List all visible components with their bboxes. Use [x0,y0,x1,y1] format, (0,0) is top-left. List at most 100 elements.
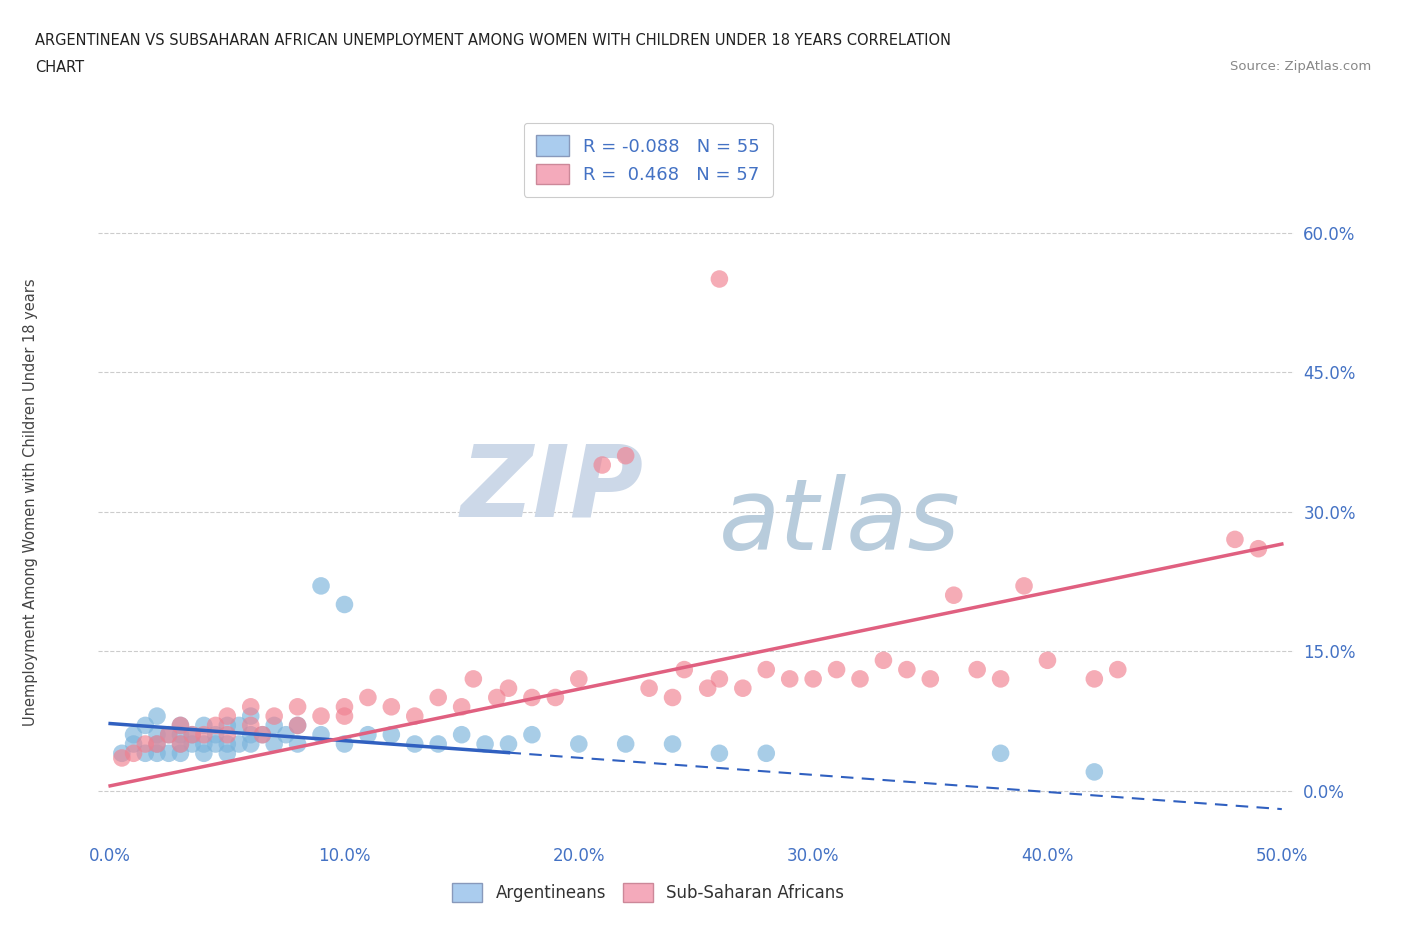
Point [309,709,332,724]
Point [498,737,520,751]
Point [157,746,180,761]
Point [169,737,191,751]
Point [146,737,169,751]
Point [146,727,169,742]
Point [111,746,134,761]
Point [204,727,226,742]
Point [380,727,402,742]
Point [755,662,778,677]
Point [217,737,239,751]
Point [287,699,309,714]
Point [169,718,191,733]
Point [134,737,156,751]
Point [498,681,520,696]
Point [485,690,508,705]
Point [357,690,380,705]
Point [696,681,718,696]
Point [638,681,661,696]
Point [169,746,191,761]
Point [217,746,239,761]
Point [755,746,778,761]
Point [263,718,285,733]
Point [450,727,472,742]
Point [614,448,637,463]
Point [287,737,309,751]
Point [333,737,356,751]
Point [252,727,274,742]
Point [134,746,156,761]
Point [1247,541,1270,556]
Point [920,671,942,686]
Point [217,709,239,724]
Point [661,737,683,751]
Point [181,727,204,742]
Point [474,737,496,751]
Point [157,727,180,742]
Point [966,662,988,677]
Text: Source: ZipAtlas.com: Source: ZipAtlas.com [1230,60,1371,73]
Point [217,718,239,733]
Point [1036,653,1059,668]
Point [1083,764,1105,779]
Point [463,671,485,686]
Point [661,690,683,705]
Text: CHART: CHART [35,60,84,75]
Point [309,727,332,742]
Point [380,699,402,714]
Point [591,458,613,472]
Point [849,671,872,686]
Point [427,690,450,705]
Text: ZIP: ZIP [461,440,644,538]
Point [157,727,180,742]
Point [239,727,262,742]
Point [1012,578,1035,593]
Point [333,597,356,612]
Point [673,662,696,677]
Point [181,727,204,742]
Point [193,737,215,751]
Point [404,737,426,751]
Point [990,671,1012,686]
Point [146,746,169,761]
Point [193,727,215,742]
Point [1223,532,1246,547]
Point [134,718,156,733]
Point [825,662,848,677]
Point [169,718,191,733]
Point [709,671,731,686]
Point [263,709,285,724]
Point [169,737,191,751]
Point [404,709,426,724]
Point [146,737,169,751]
Point [239,699,262,714]
Legend: Argentineans, Sub-Saharan Africans: Argentineans, Sub-Saharan Africans [446,876,851,909]
Point [568,671,591,686]
Point [228,718,250,733]
Point [274,727,297,742]
Point [568,737,591,751]
Point [239,737,262,751]
Point [1083,671,1105,686]
Point [520,690,543,705]
Point [309,578,332,593]
Point [122,746,145,761]
Point [427,737,450,751]
Point [193,746,215,761]
Point [239,718,262,733]
Point [193,718,215,733]
Point [333,709,356,724]
Point [990,746,1012,761]
Point [544,690,567,705]
Text: ARGENTINEAN VS SUBSAHARAN AFRICAN UNEMPLOYMENT AMONG WOMEN WITH CHILDREN UNDER 1: ARGENTINEAN VS SUBSAHARAN AFRICAN UNEMPL… [35,33,950,47]
Point [709,746,731,761]
Point [252,727,274,742]
Point [122,727,145,742]
Point [122,737,145,751]
Point [287,718,309,733]
Point [801,671,824,686]
Point [731,681,754,696]
Point [779,671,801,686]
Point [204,718,226,733]
Point [709,272,731,286]
Point [872,653,894,668]
